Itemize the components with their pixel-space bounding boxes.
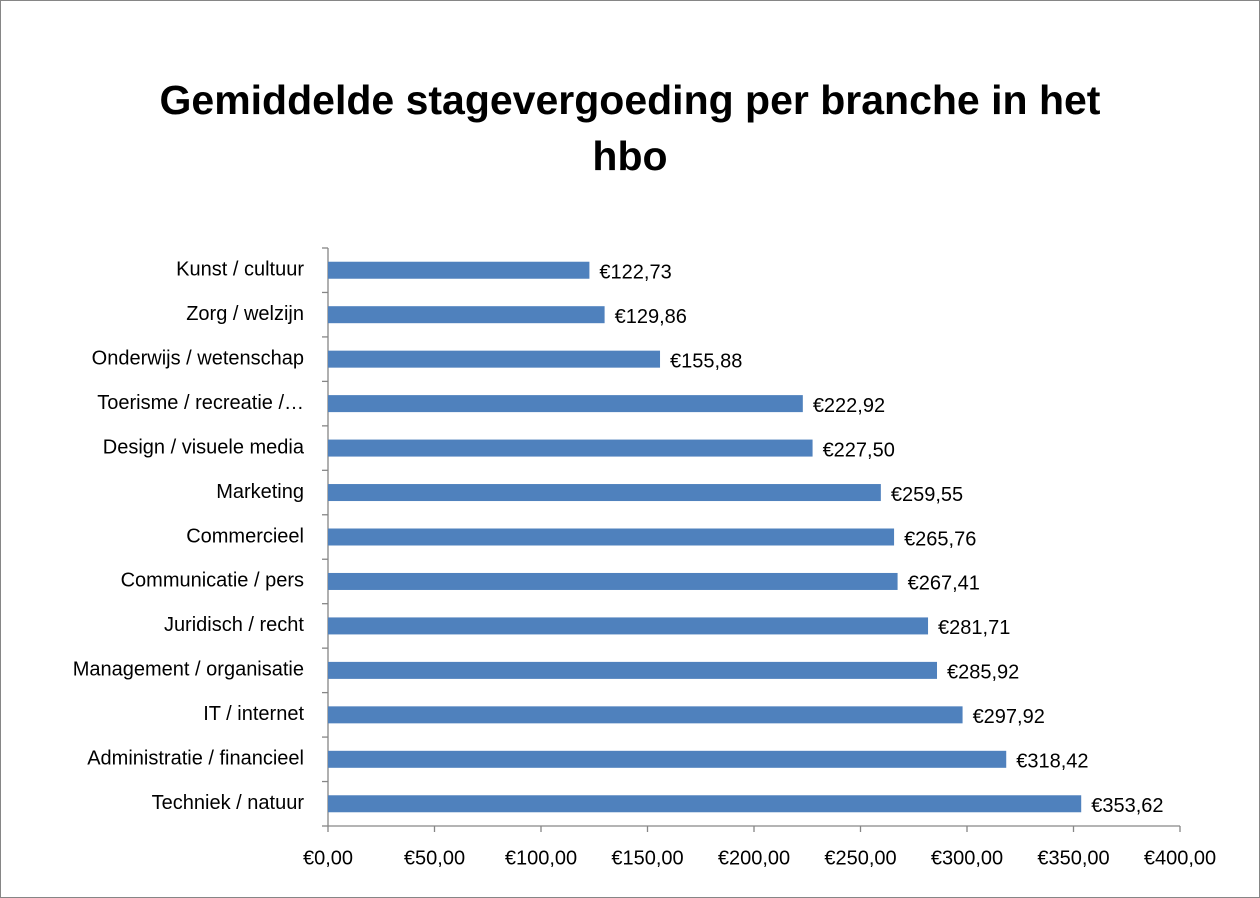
- bar: [328, 306, 605, 324]
- data-label: €129,86: [615, 306, 687, 328]
- y-tick-label: Communicatie / pers: [121, 570, 304, 592]
- x-tick-label: €200,00: [718, 847, 790, 869]
- data-label: €281,71: [938, 617, 1010, 639]
- y-tick-label: Marketing: [216, 481, 304, 503]
- bar: [328, 706, 963, 724]
- data-label: €222,92: [813, 395, 885, 417]
- y-tick-label: Commercieel: [186, 525, 304, 547]
- y-tick-label: Kunst / cultuur: [176, 259, 304, 281]
- bar: [328, 261, 590, 279]
- data-label: €353,62: [1091, 795, 1163, 817]
- bar: [328, 617, 929, 635]
- x-tick-label: €150,00: [611, 847, 683, 869]
- data-label: €259,55: [891, 484, 963, 506]
- y-tick-label: Zorg / welzijn: [186, 303, 304, 325]
- data-label: €265,76: [904, 528, 976, 550]
- y-tick-label: Juridisch / recht: [164, 614, 304, 636]
- x-tick-label: €100,00: [505, 847, 577, 869]
- x-tick-label: €300,00: [931, 847, 1003, 869]
- x-tick-label: €50,00: [404, 847, 465, 869]
- chart-title: Gemiddelde stagevergoeding per branche i…: [159, 77, 1101, 179]
- bar: [328, 439, 813, 457]
- data-label: €155,88: [670, 350, 742, 372]
- y-tick-label: Management / organisatie: [73, 659, 304, 681]
- y-tick-label: Administratie / financieel: [87, 748, 304, 770]
- y-tick-label: IT / internet: [203, 703, 304, 725]
- y-tick-label: Techniek / natuur: [152, 792, 305, 814]
- data-label: €122,73: [599, 262, 671, 284]
- bar: [328, 350, 661, 368]
- data-label: €227,50: [823, 439, 895, 461]
- x-tick-label: €400,00: [1144, 847, 1216, 869]
- bar: [328, 795, 1082, 813]
- data-label: €267,41: [908, 573, 980, 595]
- x-tick-label: €0,00: [303, 847, 353, 869]
- bar: [328, 572, 898, 590]
- y-tick-label: Design / visuele media: [103, 436, 305, 458]
- x-tick-label: €250,00: [824, 847, 896, 869]
- x-tick-label: €350,00: [1037, 847, 1109, 869]
- bar: [328, 661, 938, 679]
- bar: [328, 750, 1007, 768]
- data-label: €285,92: [947, 662, 1019, 684]
- bar: [328, 484, 881, 502]
- bar: [328, 528, 895, 546]
- bar: [328, 395, 803, 413]
- y-tick-label: Toerisme / recreatie /…: [97, 392, 304, 414]
- data-label: €318,42: [1016, 751, 1088, 773]
- y-tick-label: Onderwijs / wetenschap: [92, 347, 304, 369]
- data-label: €297,92: [973, 706, 1045, 728]
